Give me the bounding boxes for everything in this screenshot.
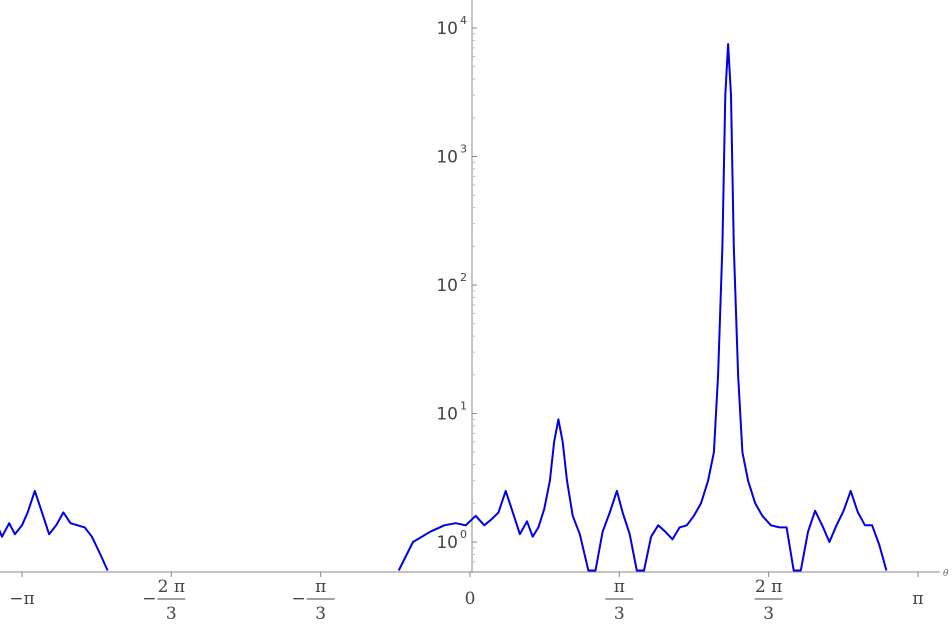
x-tick-sign: − xyxy=(292,589,306,609)
x-tick-sign: − xyxy=(142,589,156,609)
y-tick-exponent: 1 xyxy=(460,400,467,413)
x-tick-label: −π xyxy=(9,589,34,609)
plot-lines xyxy=(0,43,888,572)
x-tick-denominator: 3 xyxy=(315,604,326,624)
y-tick-exponent: 0 xyxy=(460,528,467,541)
x-tick-label: π xyxy=(912,589,923,609)
x-tick-fraction: π3 xyxy=(605,577,634,624)
y-tick-exponent: 2 xyxy=(460,271,467,284)
x-tick-fraction: −2 π 3 xyxy=(142,577,186,624)
y-tick-label: 10 xyxy=(436,19,458,39)
series-line xyxy=(397,43,888,572)
y-tick-exponent: 4 xyxy=(460,14,467,27)
x-tick-numerator: π xyxy=(614,577,625,597)
y-tick-label: 10 xyxy=(436,276,458,296)
x-tick-numerator: 2 π xyxy=(158,577,185,597)
x-axis-title: θ xyxy=(943,569,949,579)
x-tick-label: 0 xyxy=(465,589,476,609)
x-tick-denominator: 3 xyxy=(614,604,625,624)
y-tick-label: 10 xyxy=(436,405,458,425)
x-tick-fraction: −π 3 xyxy=(292,577,335,624)
x-tick-denominator: 3 xyxy=(763,604,774,624)
y-tick-label: 10 xyxy=(436,533,458,553)
y-tick-exponent: 3 xyxy=(460,143,467,156)
x-tick-numerator: 2 π xyxy=(755,577,782,597)
x-tick-denominator: 3 xyxy=(166,604,177,624)
y-tick-label: 10 xyxy=(436,148,458,168)
x-tick-fraction: 2 π3 xyxy=(754,577,783,624)
series-line xyxy=(0,489,109,571)
axes xyxy=(0,0,940,573)
x-tick-numerator: π xyxy=(315,577,326,597)
